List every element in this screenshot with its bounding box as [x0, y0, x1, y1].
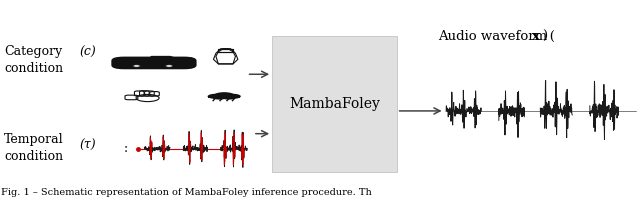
Text: MambaFoley: MambaFoley: [289, 97, 380, 111]
Circle shape: [212, 95, 227, 100]
Circle shape: [165, 65, 173, 67]
Text: (τ): (τ): [79, 139, 96, 152]
Circle shape: [214, 92, 234, 98]
Text: Category
condition: Category condition: [4, 45, 63, 75]
Text: Audio waveform (: Audio waveform (: [438, 30, 555, 43]
Polygon shape: [143, 56, 184, 61]
Text: x: x: [532, 30, 540, 43]
Circle shape: [207, 94, 224, 99]
Circle shape: [224, 94, 241, 99]
Bar: [272, 36, 397, 171]
Circle shape: [161, 64, 177, 68]
Circle shape: [129, 64, 144, 68]
Text: :: :: [135, 55, 139, 68]
Circle shape: [132, 65, 140, 67]
FancyBboxPatch shape: [111, 57, 196, 69]
Text: (c): (c): [79, 46, 96, 59]
Text: Fig. 1 – Schematic representation of MambaFoley inference procedure. Th: Fig. 1 – Schematic representation of Mam…: [1, 188, 371, 197]
Circle shape: [222, 95, 236, 100]
Text: ): ): [542, 30, 547, 43]
Text: :: :: [124, 142, 128, 155]
Bar: [208, 96, 241, 98]
Text: Temporal
condition: Temporal condition: [4, 133, 63, 163]
